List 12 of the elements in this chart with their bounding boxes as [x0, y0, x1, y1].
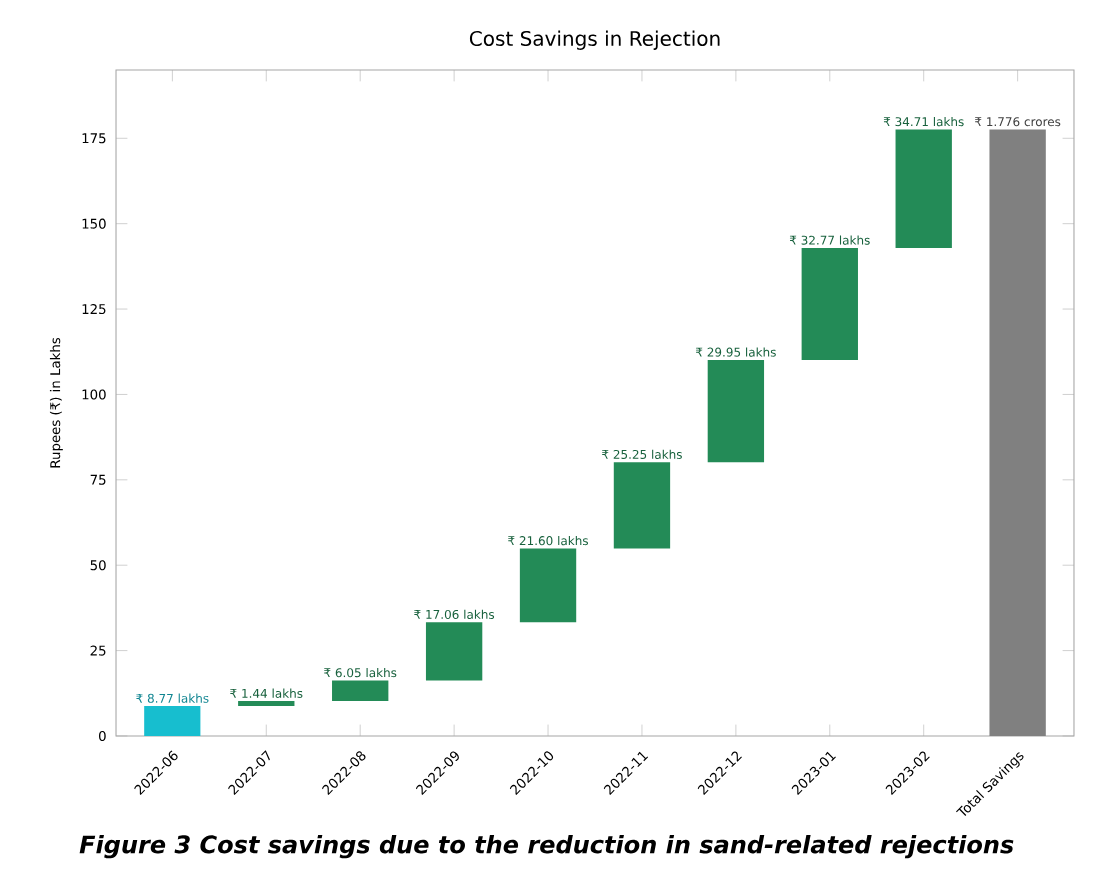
chart-title: Cost Savings in Rejection	[469, 30, 720, 50]
bar	[425, 622, 483, 681]
bar	[989, 129, 1046, 736]
bar	[801, 247, 858, 360]
bar	[144, 706, 201, 736]
bar	[895, 129, 952, 248]
bar	[613, 462, 671, 549]
bar	[332, 680, 389, 702]
bar	[707, 359, 765, 463]
bar	[519, 548, 577, 623]
bar	[238, 701, 295, 707]
text: Figure 3 Cost savings due to the reduction in sand-related rejections	[79, 834, 1014, 859]
